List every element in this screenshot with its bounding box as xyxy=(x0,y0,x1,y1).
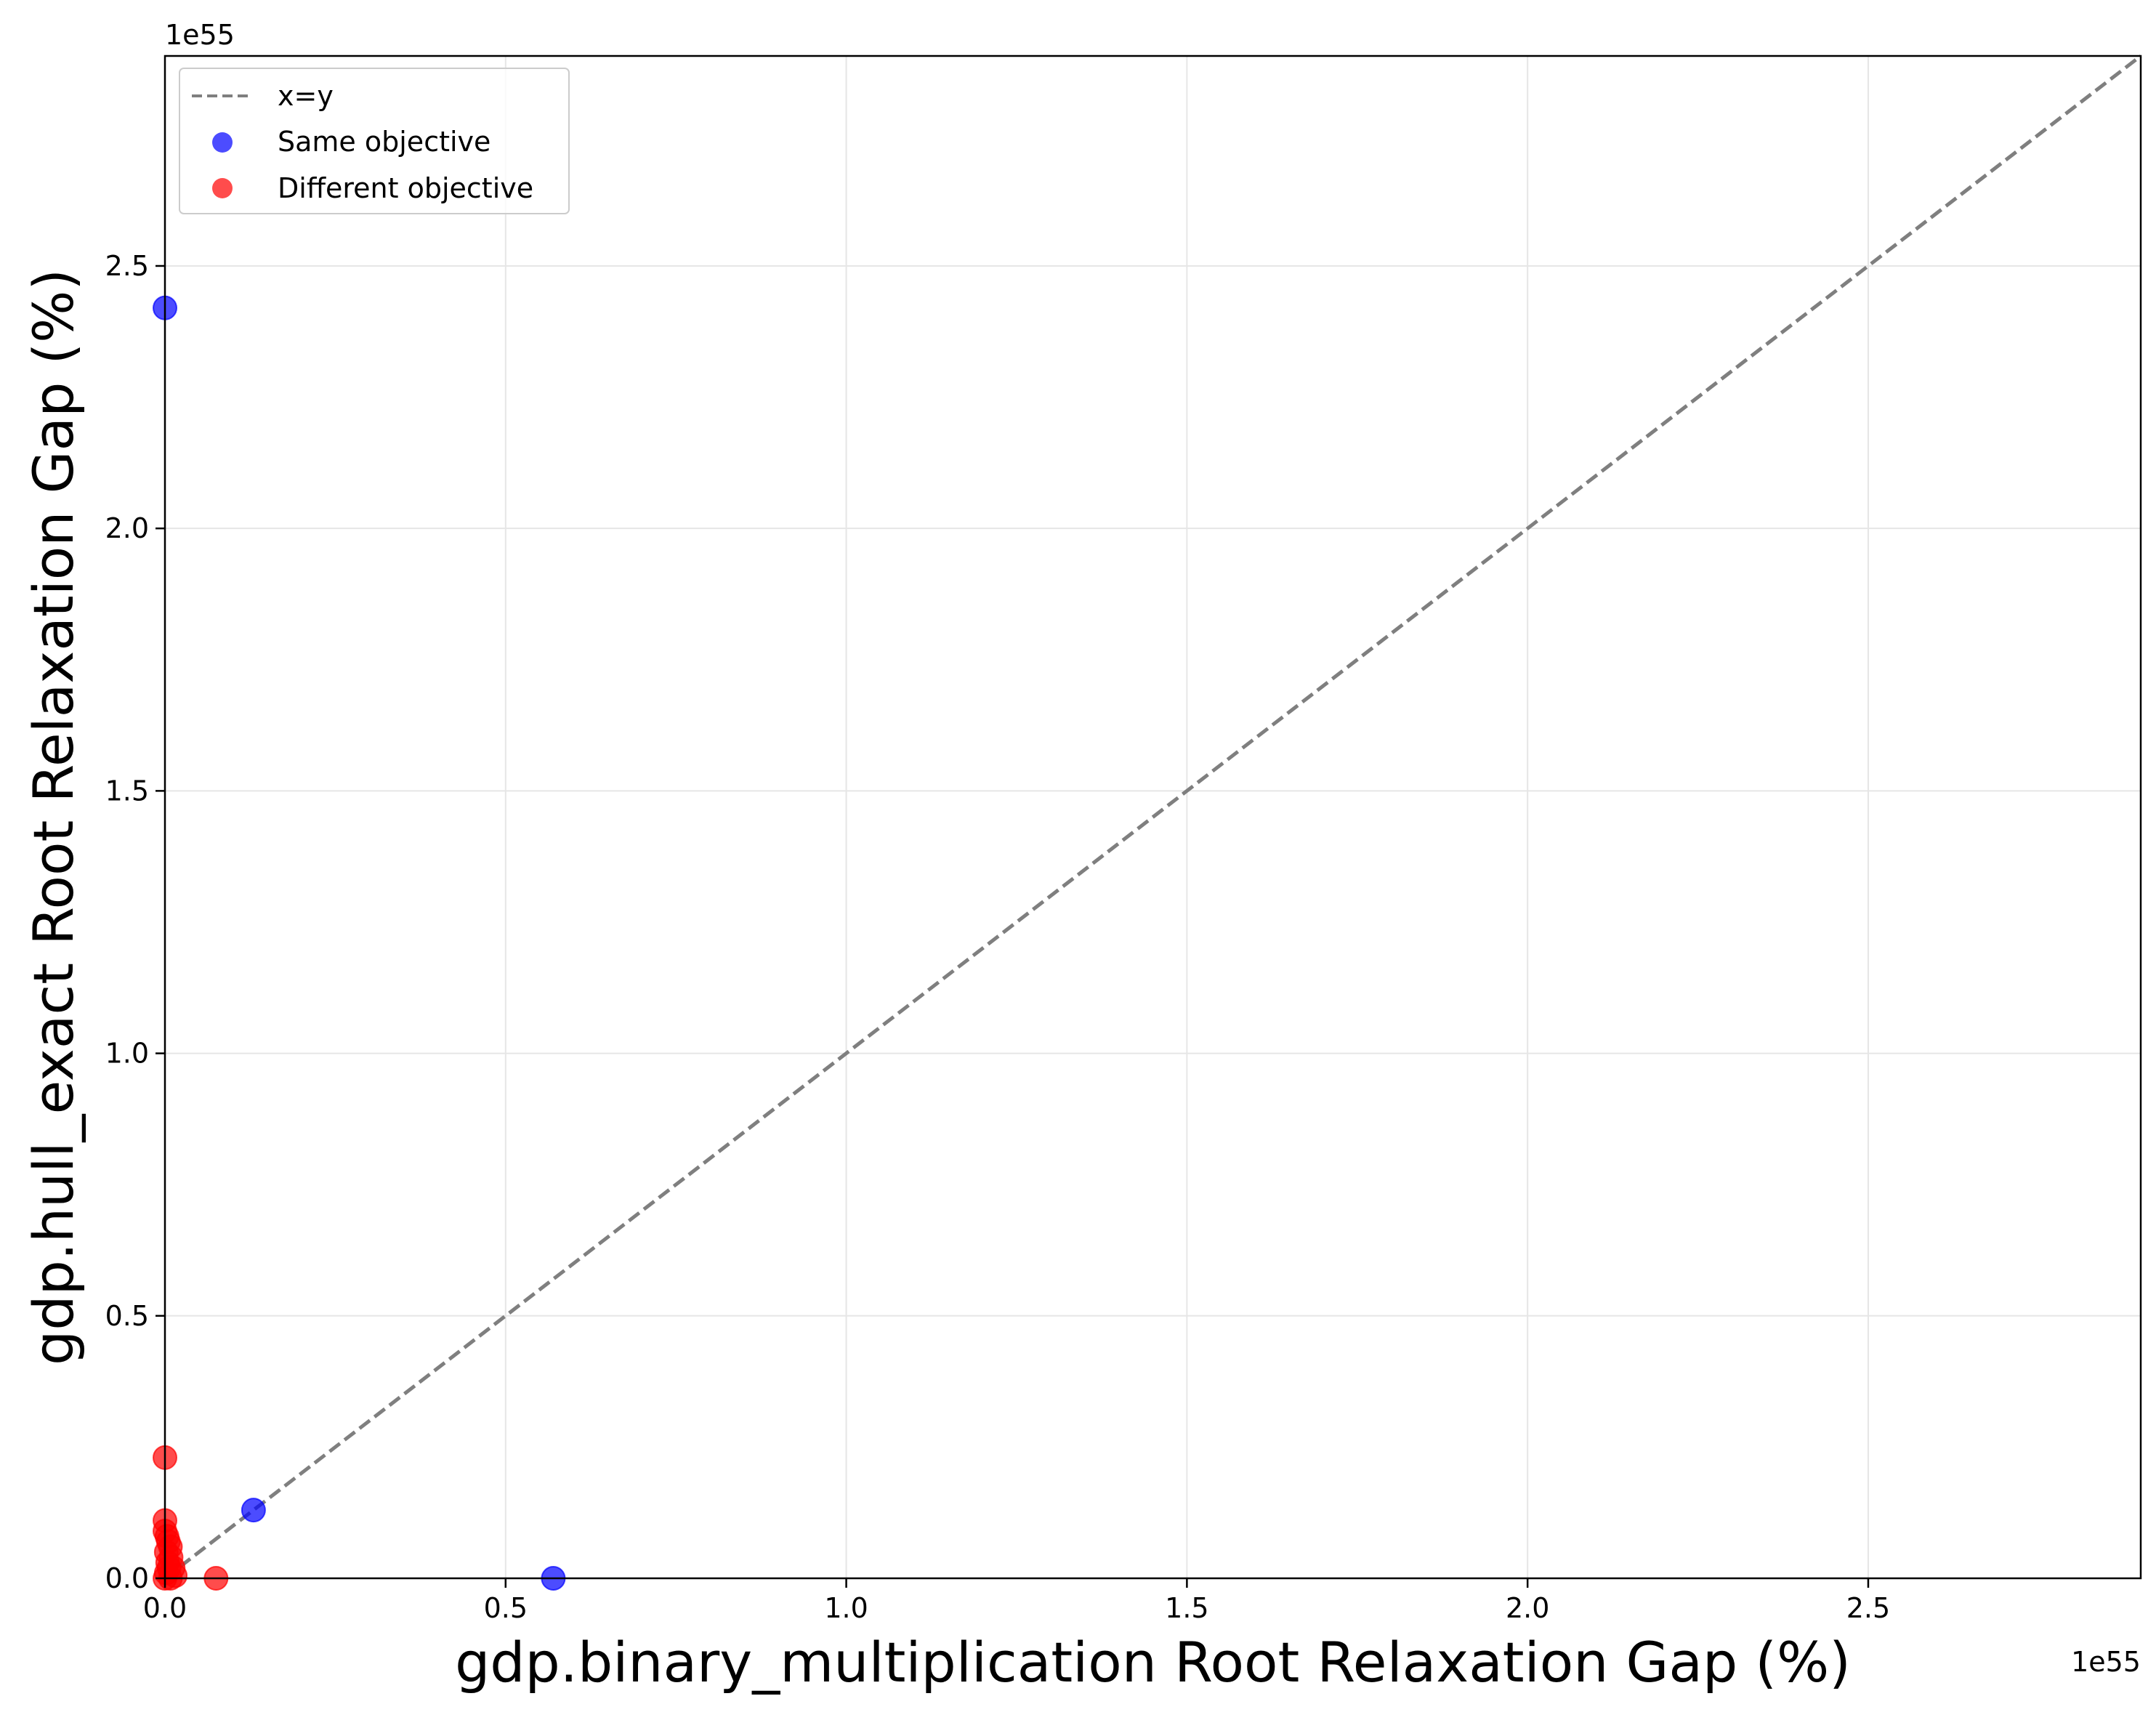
legend-box xyxy=(179,68,570,214)
x-tick-label: 0.0 xyxy=(143,1592,187,1624)
plot-frame xyxy=(163,54,2142,1580)
same-objective-point xyxy=(241,1498,266,1523)
legend-same-objective-label: Same objective xyxy=(278,126,490,158)
y-tick-label: 1.5 xyxy=(105,775,149,807)
y-axis-offset-label: 1e55 xyxy=(165,19,235,51)
y-tick-label: 2.5 xyxy=(105,250,149,282)
y-tick-label: 1.0 xyxy=(105,1038,149,1070)
x-axis-offset-label: 1e55 xyxy=(2071,1646,2141,1678)
x-tick-label: 1.5 xyxy=(1165,1592,1208,1624)
legend-reference-line-label: x=y xyxy=(278,80,334,112)
axis-ticks: 0.0 0.5 1.0 1.5 2.0 2.5 0.0 0.5 1.0 1.5 2.0 2.5 xyxy=(105,250,1891,1624)
y-tick-label: 0.0 xyxy=(105,1562,149,1594)
reference-line-x-equals-y xyxy=(163,54,2142,1580)
x-tick-label: 1.0 xyxy=(824,1592,868,1624)
reference-line-layer xyxy=(163,54,2142,1580)
y-tick-label: 2.0 xyxy=(105,512,149,544)
x-axis-label: gdp.binary_multiplication Root Relaxatio… xyxy=(455,1630,1851,1695)
y-tick-label: 0.5 xyxy=(105,1300,149,1332)
legend-different-objective-label: Different objective xyxy=(278,172,533,204)
x-tick-label: 2.5 xyxy=(1846,1592,1890,1624)
y-axis-label: gdp.hull_exact Root Relaxation Gap (%) xyxy=(21,269,86,1365)
legend: x=y Same objective Different objective xyxy=(179,68,570,214)
x-tick-label: 0.5 xyxy=(484,1592,528,1624)
scatter-points xyxy=(153,295,566,1591)
x-tick-label: 2.0 xyxy=(1506,1592,1549,1624)
legend-same-objective-marker xyxy=(212,132,233,153)
legend-different-objective-marker xyxy=(212,178,233,198)
